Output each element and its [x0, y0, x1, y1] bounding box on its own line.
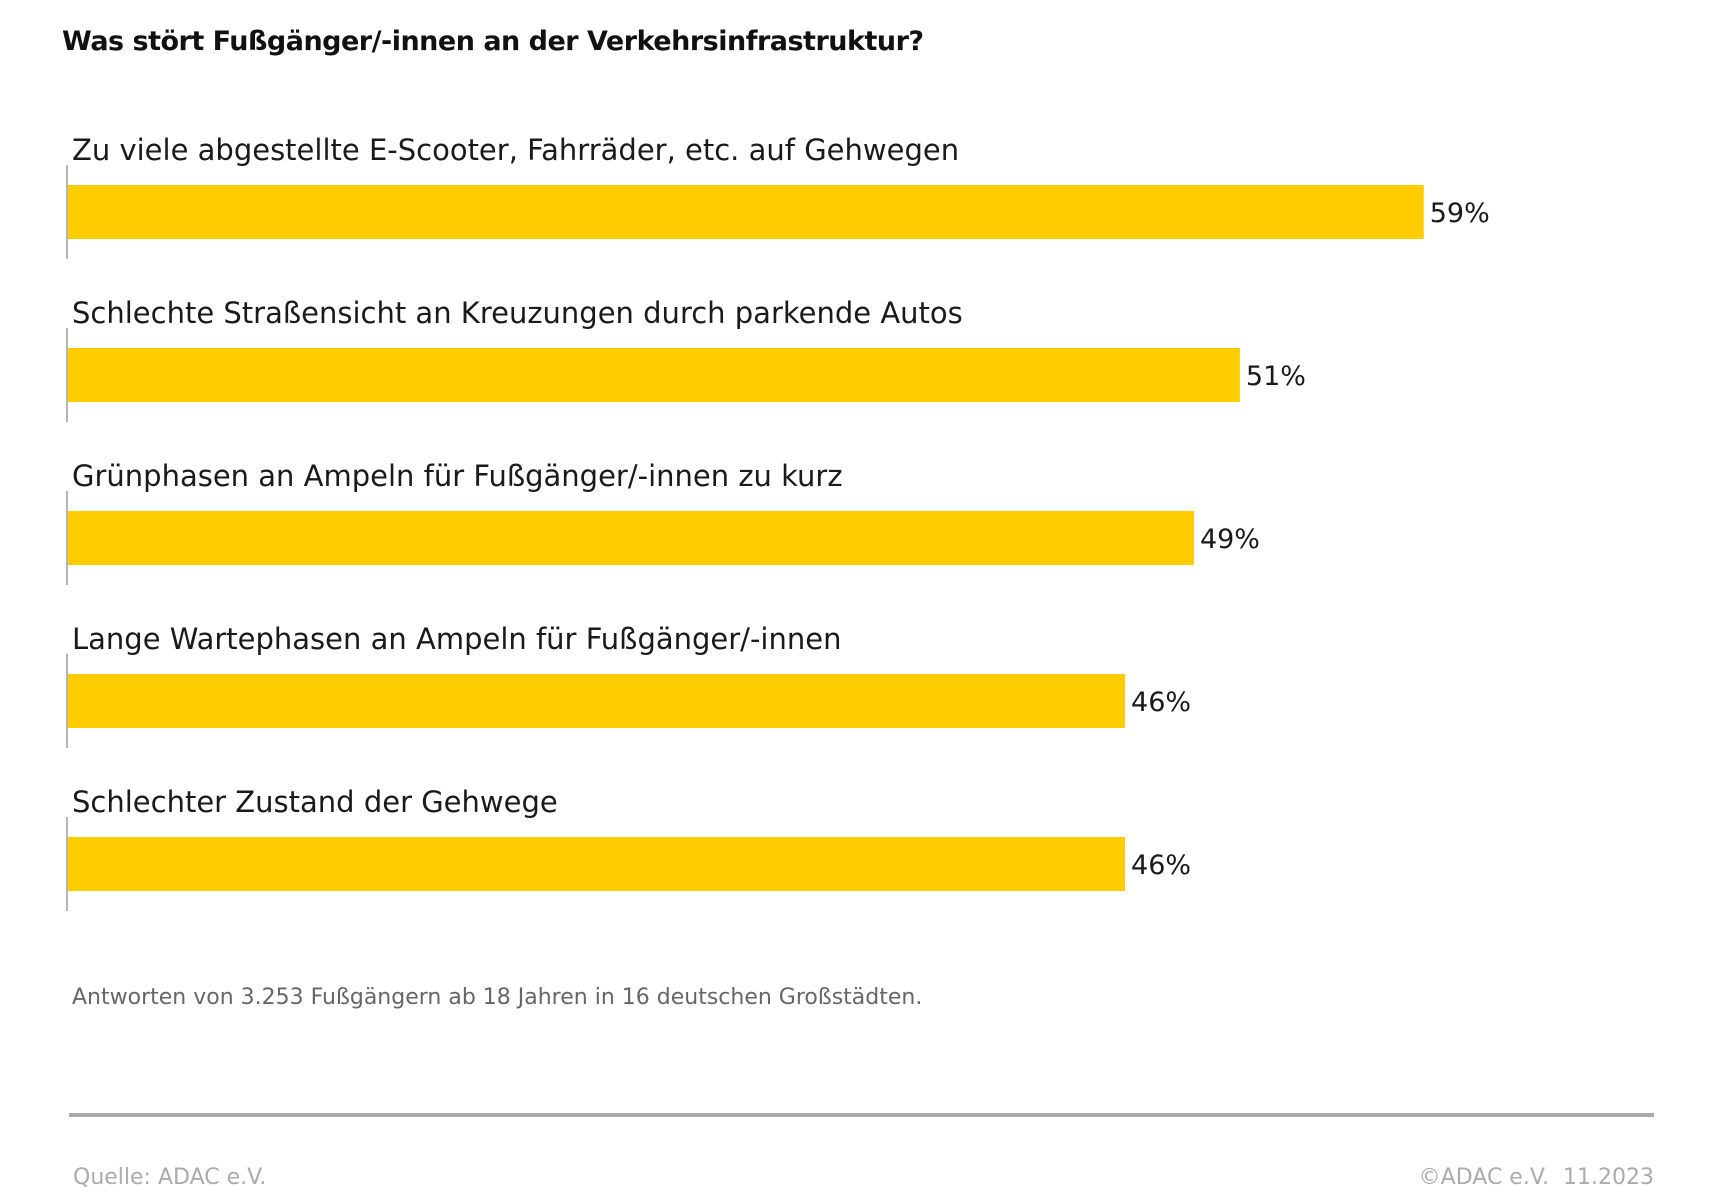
bar: [68, 674, 1126, 728]
bar: [68, 348, 1240, 402]
value-label: 49%: [1200, 524, 1260, 555]
bar: [68, 837, 1126, 891]
bar: [68, 185, 1424, 239]
survey-note: Antworten von 3.253 Fußgängern ab 18 Jah…: [72, 985, 923, 1010]
value-label: 46%: [1131, 687, 1191, 718]
value-label: 59%: [1430, 198, 1490, 229]
category-label: Lange Wartephasen an Ampeln für Fußgänge…: [72, 622, 841, 656]
category-label: Zu viele abgestellte E-Scooter, Fahrräde…: [72, 133, 959, 167]
category-label: Schlechter Zustand der Gehwege: [72, 785, 558, 819]
category-label: Grünphasen an Ampeln für Fußgänger/-inne…: [72, 459, 843, 493]
bar-chart: Zu viele abgestellte E-Scooter, Fahrräde…: [66, 133, 1490, 911]
source-label: Quelle: ADAC e.V.: [73, 1165, 267, 1190]
footer-divider: [69, 1113, 1654, 1117]
category-label: Schlechte Straßensicht an Kreuzungen dur…: [72, 296, 963, 330]
value-label: 46%: [1131, 850, 1191, 881]
copyright-label: ©ADAC e.V. 11.2023: [1418, 1165, 1654, 1190]
value-label: 51%: [1246, 361, 1306, 392]
bar: [68, 511, 1194, 565]
chart-title: Was stört Fußgänger/-innen an der Verkeh…: [62, 26, 924, 57]
